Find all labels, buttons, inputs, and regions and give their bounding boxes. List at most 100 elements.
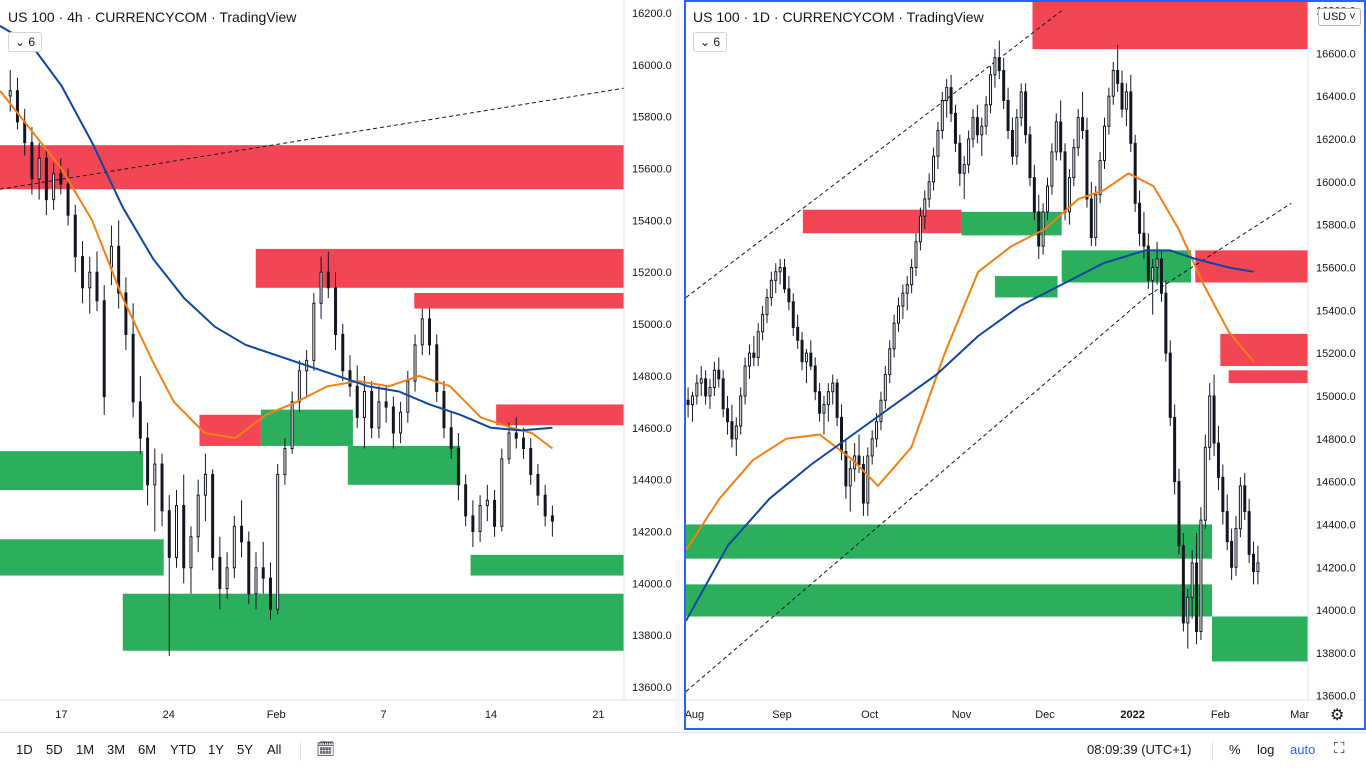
candle xyxy=(319,256,323,319)
chart-canvas-1d[interactable]: 16800.016600.016400.016200.016000.015800… xyxy=(686,2,1364,728)
price-tick-label: 15600.0 xyxy=(632,164,672,176)
candle xyxy=(747,344,751,379)
support-zone xyxy=(0,539,164,576)
range-1d-button[interactable]: 1D xyxy=(16,742,33,757)
candle xyxy=(146,422,150,506)
candle-body xyxy=(15,90,19,123)
candle xyxy=(875,413,879,448)
currency-selector[interactable]: USD ˅ xyxy=(1318,8,1361,26)
percent-scale-toggle[interactable]: % xyxy=(1229,742,1241,757)
range-3m-button[interactable]: 3M xyxy=(107,742,126,757)
clock-readout[interactable]: 08:09:39 (UTC+1) xyxy=(1087,742,1192,757)
candle xyxy=(153,448,157,532)
candle-body xyxy=(743,365,747,397)
candle-body xyxy=(283,448,287,475)
chevron-down-icon: ⌄ xyxy=(15,35,26,49)
candle xyxy=(761,306,765,341)
candle xyxy=(778,258,782,285)
candle xyxy=(699,365,703,396)
candle-body xyxy=(975,117,979,136)
time-tick-label: Mar xyxy=(1290,709,1309,721)
chart-pane-4h[interactable]: 16200.0 16000.0 15800.0 15600.0 15400.0 15200… xyxy=(0,0,682,730)
candle-body xyxy=(774,271,778,281)
range-6m-button[interactable]: 6M xyxy=(138,742,157,757)
support-zone xyxy=(122,593,624,651)
price-tick-label: 15800.0 xyxy=(632,112,672,124)
candle-body xyxy=(1010,129,1014,157)
candle-body xyxy=(319,271,323,304)
range-5y-button[interactable]: 5Y xyxy=(237,742,253,757)
candle-body xyxy=(1199,519,1203,632)
price-tick-label: 16400.0 xyxy=(1316,91,1356,103)
candle-body xyxy=(44,157,48,201)
price-tick-label: 16000.0 xyxy=(1316,177,1356,189)
candle-body xyxy=(1094,194,1098,239)
fullscreen-icon[interactable]: ⛶ xyxy=(1334,740,1345,757)
candle xyxy=(953,104,957,152)
candle xyxy=(543,484,547,527)
candle-body xyxy=(752,352,756,358)
candle xyxy=(1063,143,1067,221)
price-tick-label: 15400.0 xyxy=(632,215,672,227)
candle xyxy=(787,276,791,311)
candle xyxy=(196,479,200,553)
ma-slow-line xyxy=(0,25,553,432)
candle-body xyxy=(521,437,525,450)
candle xyxy=(1006,87,1010,140)
chart-pane-1d[interactable]: 16800.016600.016400.016200.016000.015800… xyxy=(684,0,1366,730)
candle-body xyxy=(822,404,826,414)
candle xyxy=(743,357,747,405)
indicator-toggle-1d[interactable]: ⌄ 6 xyxy=(693,32,728,52)
candle xyxy=(1190,550,1194,619)
support-zone xyxy=(0,451,144,490)
support-zone xyxy=(1211,616,1308,662)
candle-body xyxy=(717,369,721,380)
candle xyxy=(695,374,699,405)
candle-body xyxy=(529,448,533,475)
candle xyxy=(348,355,352,397)
candle xyxy=(1168,340,1172,426)
candle xyxy=(980,117,984,157)
candle-body xyxy=(240,525,244,543)
price-tick-label: 14400.0 xyxy=(632,475,672,487)
candle xyxy=(1247,498,1251,563)
candle xyxy=(377,386,381,439)
candle xyxy=(1059,100,1063,161)
candle-body xyxy=(892,322,896,350)
gear-icon[interactable]: ⚙ xyxy=(1330,707,1345,724)
range-ytd-button[interactable]: YTD xyxy=(170,742,196,757)
candle xyxy=(550,505,554,537)
range-all-button[interactable]: All xyxy=(267,742,282,757)
range-5d-button[interactable]: 5D xyxy=(46,742,63,757)
candle xyxy=(117,220,121,309)
range-1y-button[interactable]: 1Y xyxy=(208,742,224,757)
candle-body xyxy=(958,142,962,174)
calendar-range-icon[interactable]: 🗓 xyxy=(316,741,336,758)
toolbar-divider xyxy=(300,741,301,761)
candle-body xyxy=(1146,245,1150,281)
resistance-zone xyxy=(802,209,962,234)
candle xyxy=(254,552,258,610)
candle-body xyxy=(1230,541,1234,568)
candle xyxy=(1102,117,1106,170)
candle-body xyxy=(1015,117,1019,157)
auto-scale-toggle[interactable]: auto xyxy=(1290,742,1316,757)
candle xyxy=(1221,464,1225,525)
range-1m-button[interactable]: 1M xyxy=(76,742,95,757)
candle xyxy=(1230,528,1234,581)
candle-body xyxy=(1076,117,1080,149)
candle-body xyxy=(721,378,725,410)
candle xyxy=(971,109,975,148)
candle-body xyxy=(174,505,178,558)
chart-canvas-4h[interactable]: 16200.0 16000.0 15800.0 15600.0 15400.0 15200… xyxy=(0,0,682,730)
time-tick-label: 24 xyxy=(163,709,175,721)
candle-body xyxy=(726,408,730,423)
log-scale-toggle[interactable]: log xyxy=(1257,742,1275,757)
candle xyxy=(914,233,918,277)
candle-body xyxy=(857,455,861,465)
candle-body xyxy=(804,352,808,363)
candle-body xyxy=(993,57,997,76)
indicator-toggle-4h[interactable]: ⌄ 6 xyxy=(8,32,43,52)
candle-body xyxy=(761,314,765,333)
candle-body xyxy=(297,370,301,403)
